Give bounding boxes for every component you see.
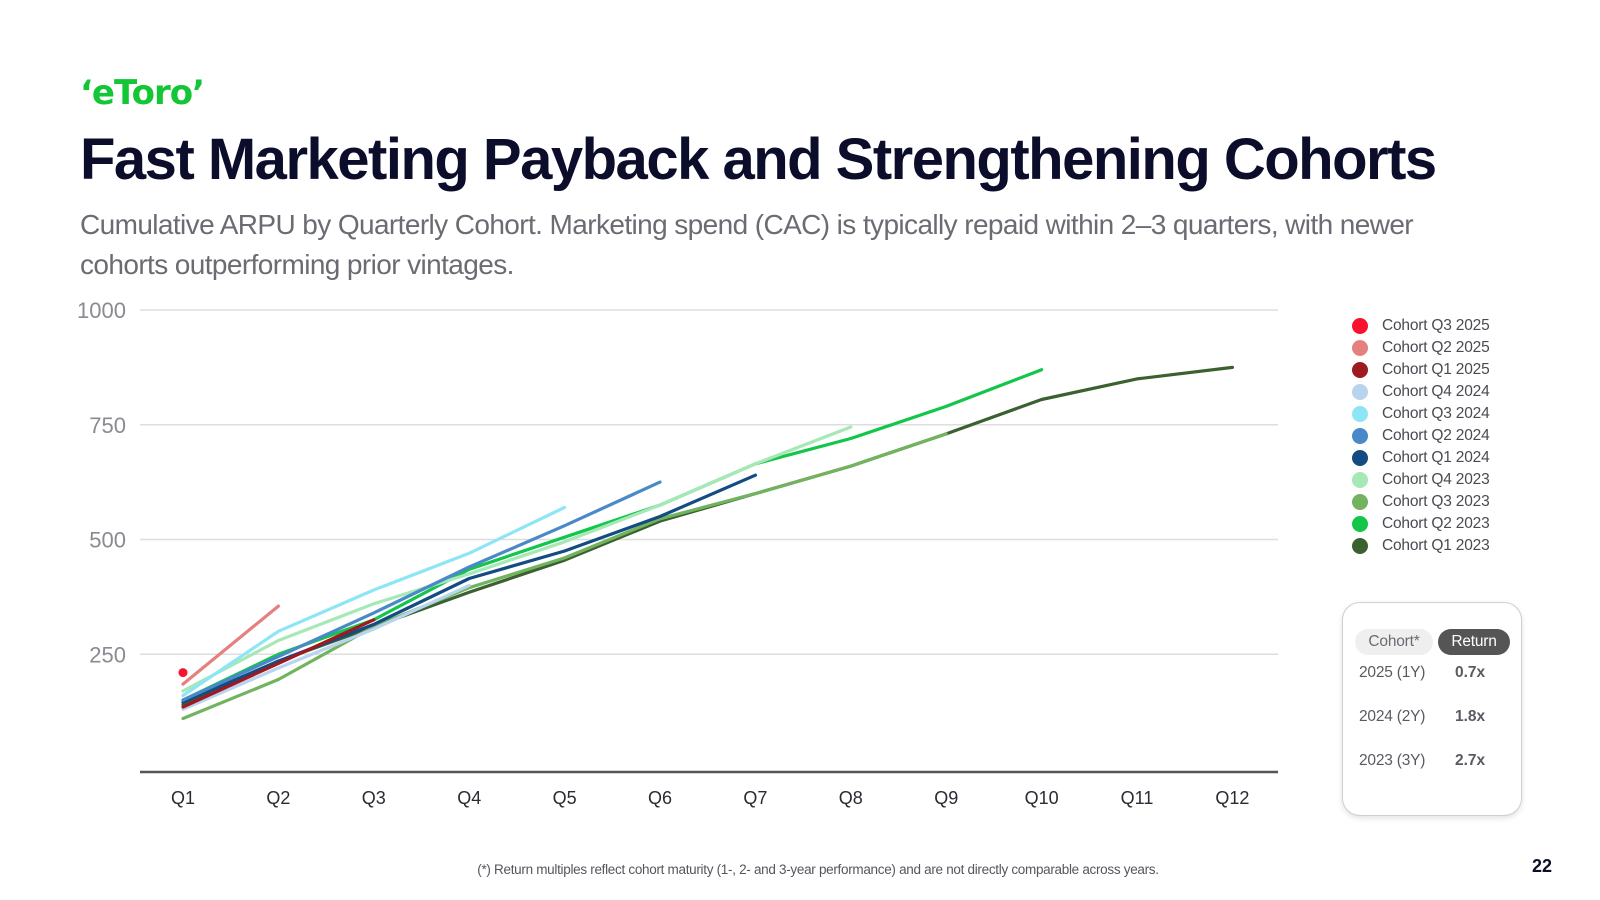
footnote: (*) Return multiples reflect cohort matu… [477, 862, 1159, 877]
series-line [181, 473, 758, 705]
legend-label: Cohort Q4 2023 [1382, 471, 1490, 488]
return-row-cohort: 2025 (1Y) [1359, 664, 1426, 681]
legend-swatch [1352, 384, 1368, 400]
page-subtitle: Cumulative ARPU by Quarterly Cohort. Mar… [80, 209, 1414, 280]
legend-swatch [1352, 494, 1368, 510]
legend-swatch [1352, 362, 1368, 378]
legend-swatch [1352, 318, 1368, 334]
legend-item: Cohort Q4 2024 [1352, 381, 1490, 403]
series-line [181, 583, 471, 711]
legend-item: Cohort Q1 2025 [1352, 359, 1490, 381]
y-axis-labels: 250 500 750 1000 [77, 298, 126, 667]
chart-legend: Cohort Q3 2025 Cohort Q2 2025 Cohort Q1 20… [1352, 315, 1490, 557]
page-number: 22 [1531, 856, 1552, 876]
legend-label: Cohort Q2 2024 [1382, 427, 1490, 444]
legend-label: Cohort Q2 2023 [1382, 515, 1490, 532]
legend-item: Cohort Q3 2023 [1352, 491, 1490, 513]
legend-label: Cohort Q3 2024 [1382, 405, 1490, 422]
legend-label: Cohort Q3 2023 [1382, 493, 1490, 510]
legend-item: Cohort Q1 2024 [1352, 447, 1490, 469]
legend-label: Cohort Q1 2025 [1382, 361, 1490, 378]
legend-item: Cohort Q2 2025 [1352, 337, 1490, 359]
legend-swatch [1352, 472, 1368, 488]
legend-item: Cohort Q2 2024 [1352, 425, 1490, 447]
return-row-value: 1.8x [1455, 708, 1486, 725]
return-row-cohort: 2024 (2Y) [1359, 708, 1426, 725]
legend-label: Cohort Q1 2024 [1382, 449, 1490, 466]
x-tick-label: Q8 [839, 788, 863, 808]
y-tick-label: 750 [89, 413, 126, 438]
legend-swatch [1352, 428, 1368, 444]
series-line [181, 480, 662, 702]
y-tick-label: 500 [89, 528, 126, 553]
x-tick-label: Q4 [457, 788, 481, 808]
series-line [181, 604, 280, 686]
return-row-value: 0.7x [1455, 664, 1486, 681]
legend-swatch [1352, 450, 1368, 466]
series-line [181, 618, 376, 709]
x-tick-label: Q9 [934, 788, 958, 808]
series-line [181, 505, 567, 698]
chart-gridlines [140, 309, 1278, 774]
page-title: Fast Marketing Payback and Strengthening… [80, 127, 1437, 192]
x-tick-label: Q1 [171, 788, 195, 808]
etoro-logo: ‘eToro’ [80, 73, 205, 113]
x-tick-label: Q2 [266, 788, 290, 808]
x-tick-label: Q5 [553, 788, 577, 808]
legend-swatch [1352, 538, 1368, 554]
legend-item: Cohort Q2 2023 [1352, 513, 1490, 535]
legend-swatch [1352, 516, 1368, 532]
x-tick-label: Q7 [743, 788, 767, 808]
x-tick-label: Q3 [362, 788, 386, 808]
return-row: 2023 (3Y) 2.7x [1343, 749, 1521, 773]
x-tick-label: Q12 [1215, 788, 1249, 808]
series-line [181, 368, 1044, 702]
legend-item: Cohort Q3 2024 [1352, 403, 1490, 425]
return-row-value: 2.7x [1455, 752, 1486, 769]
legend-swatch [1352, 340, 1368, 356]
legend-label: Cohort Q2 2025 [1382, 339, 1490, 356]
x-axis-labels: Q1 Q2 Q3 Q4 Q5 Q6 Q7 Q8 Q9 Q10 Q11 Q12 [171, 788, 1249, 808]
legend-item: Cohort Q1 2023 [1352, 535, 1490, 557]
legend-swatch [1352, 406, 1368, 422]
x-tick-label: Q6 [648, 788, 672, 808]
return-header-pill: Return [1438, 629, 1510, 655]
legend-label: Cohort Q3 2025 [1382, 317, 1490, 334]
y-tick-label: 250 [89, 642, 126, 667]
legend-label: Cohort Q1 2023 [1382, 537, 1490, 554]
legend-item: Cohort Q3 2025 [1352, 315, 1490, 337]
cohort-header-pill: Cohort* [1355, 629, 1433, 655]
return-table: Cohort* Return 2025 (1Y) 0.7x 2024 (2Y) … [1342, 602, 1522, 816]
y-tick-label: 1000 [77, 298, 126, 323]
legend-label: Cohort Q4 2024 [1382, 383, 1490, 400]
series-line [181, 425, 853, 693]
x-tick-label: Q10 [1025, 788, 1059, 808]
legend-item: Cohort Q4 2023 [1352, 469, 1490, 491]
return-row: 2024 (2Y) 1.8x [1343, 705, 1521, 729]
return-row-cohort: 2023 (3Y) [1359, 752, 1426, 769]
return-row: 2025 (1Y) 0.7x [1343, 661, 1521, 685]
series-line [181, 432, 948, 721]
x-tick-label: Q11 [1121, 788, 1154, 808]
series-lines [178, 365, 1235, 721]
series-point [178, 668, 188, 678]
